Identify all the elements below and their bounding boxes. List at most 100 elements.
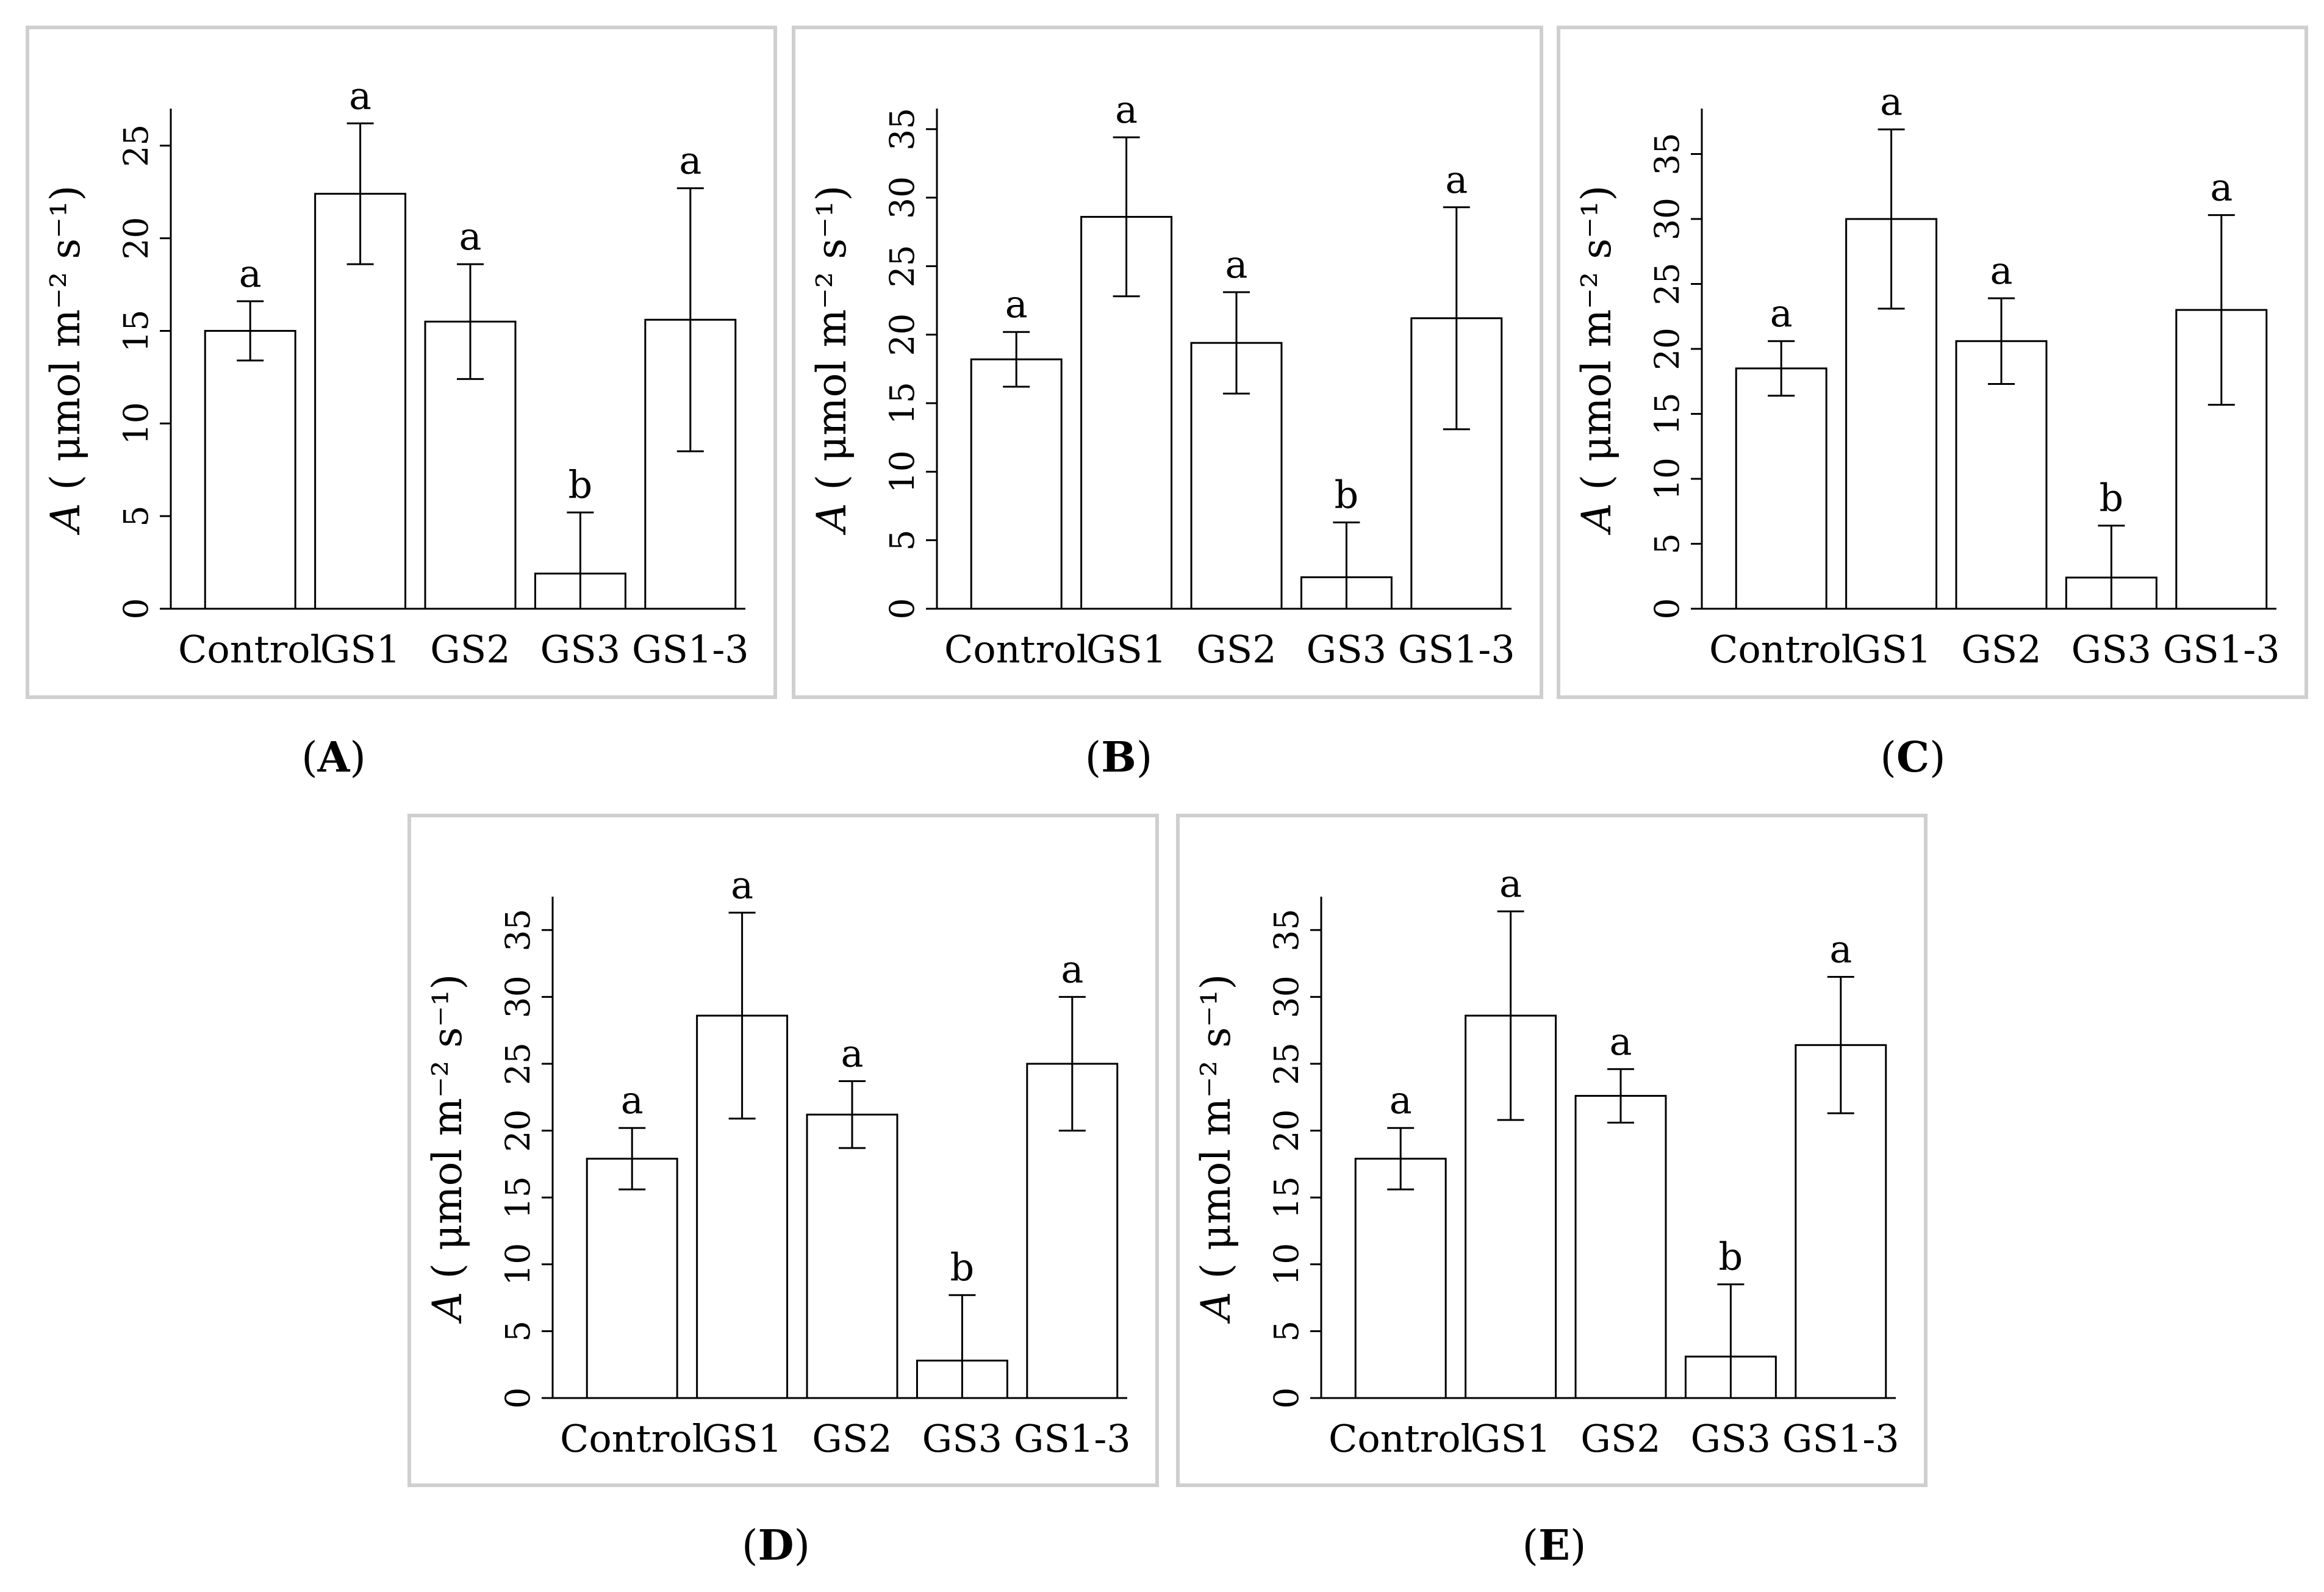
panel-caption-c: (C) xyxy=(1880,733,1946,782)
y-tick-label-e: 5 xyxy=(1267,1321,1306,1342)
significance-letter-b: a xyxy=(1005,282,1028,326)
y-tick-label-e: 15 xyxy=(1267,1176,1306,1219)
y-tick-label-a: 10 xyxy=(117,402,156,445)
significance-letter-e: a xyxy=(1610,1019,1632,1064)
y-axis-symbol: A xyxy=(1192,1279,1239,1325)
significance-letter-c: a xyxy=(1880,79,1903,124)
significance-letter-b: a xyxy=(1115,87,1138,132)
y-tick-label-b: 5 xyxy=(883,529,922,551)
y-axis-unit: ( μmol m⁻² s⁻¹) xyxy=(424,974,471,1279)
y-axis-unit: ( μmol m⁻² s⁻¹) xyxy=(1192,974,1239,1279)
y-axis-unit: ( μmol m⁻² s⁻¹) xyxy=(1573,185,1620,490)
y-tick-label-d: 15 xyxy=(498,1176,537,1219)
category-label-a: GS3 xyxy=(540,627,620,672)
significance-letter-d: a xyxy=(1061,947,1083,991)
bar-d-control xyxy=(586,1158,678,1399)
y-tick-label-d: 25 xyxy=(498,1042,537,1085)
y-tick-label-a: 5 xyxy=(117,506,156,527)
y-tick-label-e: 10 xyxy=(1267,1243,1306,1286)
category-label-b: Control xyxy=(944,627,1088,672)
y-tick-label-e: 35 xyxy=(1267,909,1306,952)
y-tick-label-c: 25 xyxy=(1648,263,1687,306)
category-label-e: GS2 xyxy=(1580,1416,1660,1461)
y-tick-label-e: 30 xyxy=(1267,975,1306,1018)
y-axis-symbol: A xyxy=(42,490,89,536)
y-tick-label-c: 0 xyxy=(1648,598,1687,620)
y-tick-label-c: 35 xyxy=(1648,133,1687,176)
y-tick-label-b: 0 xyxy=(883,598,922,620)
panel-frame-e xyxy=(1176,814,1928,1487)
y-tick-label-e: 20 xyxy=(1267,1110,1306,1152)
y-tick-label-c: 20 xyxy=(1648,328,1687,370)
y-tick-label-c: 10 xyxy=(1648,457,1687,500)
y-tick-label-e: 25 xyxy=(1267,1042,1306,1085)
y-axis-label-b: A ( μmol m⁻² s⁻¹) xyxy=(808,185,855,536)
y-axis-label-c: A ( μmol m⁻² s⁻¹) xyxy=(1573,185,1620,536)
panel-caption-a: (A) xyxy=(301,733,366,782)
y-axis-symbol: A xyxy=(424,1279,471,1325)
y-tick-label-b: 35 xyxy=(883,108,922,151)
bar-e-control xyxy=(1354,1158,1447,1399)
significance-letter-e: a xyxy=(1499,861,1522,906)
category-label-a: Control xyxy=(178,627,322,672)
y-tick-label-d: 5 xyxy=(498,1321,537,1342)
category-label-e: GS1-3 xyxy=(1782,1416,1899,1461)
y-axis-label-d: A ( μmol m⁻² s⁻¹) xyxy=(424,974,471,1324)
bar-e-gs2 xyxy=(1574,1095,1667,1399)
category-label-c: GS3 xyxy=(2071,627,2151,672)
bar-a-control xyxy=(204,329,296,610)
y-tick-label-b: 30 xyxy=(883,176,922,219)
significance-letter-e: a xyxy=(1829,927,1852,972)
y-tick-label-b: 10 xyxy=(883,450,922,493)
significance-letter-d: a xyxy=(731,862,753,907)
significance-letter-e: b xyxy=(1719,1235,1743,1279)
category-label-a: GS1 xyxy=(320,627,400,672)
y-tick-label-e: 0 xyxy=(1267,1388,1306,1409)
significance-letter-b: a xyxy=(1225,242,1248,287)
significance-letter-c: a xyxy=(1990,248,2013,293)
category-label-d: Control xyxy=(560,1416,704,1461)
y-tick-label-d: 35 xyxy=(498,909,537,952)
y-tick-label-b: 25 xyxy=(883,245,922,287)
significance-letter-a: a xyxy=(679,138,701,183)
y-axis-unit: ( μmol m⁻² s⁻¹) xyxy=(42,185,89,490)
category-label-a: GS1-3 xyxy=(632,627,749,672)
significance-letter-c: b xyxy=(2100,476,2124,520)
significance-letter-a: b xyxy=(568,462,593,507)
category-label-b: GS1-3 xyxy=(1398,627,1515,672)
bar-d-gs2 xyxy=(806,1113,898,1399)
panel-frame-c xyxy=(1557,26,2308,699)
category-label-e: Control xyxy=(1329,1416,1472,1461)
bar-c-control xyxy=(1735,367,1827,610)
category-label-c: GS1-3 xyxy=(2163,627,2280,672)
panel-frame-d xyxy=(407,814,1159,1487)
bar-b-control xyxy=(970,358,1063,610)
y-tick-label-b: 20 xyxy=(883,314,922,356)
y-axis-unit: ( μmol m⁻² s⁻¹) xyxy=(808,185,855,490)
category-label-b: GS2 xyxy=(1196,627,1276,672)
y-tick-label-a: 20 xyxy=(117,217,156,260)
y-axis-symbol: A xyxy=(808,490,855,536)
panel-frame-a xyxy=(26,26,777,699)
significance-letter-e: a xyxy=(1390,1078,1412,1122)
y-tick-label-a: 15 xyxy=(117,309,156,352)
category-label-c: GS2 xyxy=(1961,627,2041,672)
y-tick-label-b: 15 xyxy=(883,382,922,425)
significance-letter-a: a xyxy=(239,251,262,296)
y-tick-label-c: 30 xyxy=(1648,198,1687,240)
y-tick-label-a: 0 xyxy=(117,598,156,620)
y-axis-label-e: A ( μmol m⁻² s⁻¹) xyxy=(1192,974,1239,1324)
category-label-e: GS3 xyxy=(1691,1416,1771,1461)
significance-letter-d: a xyxy=(621,1078,644,1122)
significance-letter-d: a xyxy=(841,1031,864,1075)
y-tick-label-a: 25 xyxy=(117,124,156,167)
category-label-d: GS3 xyxy=(922,1416,1002,1461)
category-label-c: GS1 xyxy=(1851,627,1931,672)
y-axis-symbol: A xyxy=(1573,490,1620,536)
category-label-a: GS2 xyxy=(430,627,510,672)
category-label-d: GS2 xyxy=(812,1416,892,1461)
y-tick-label-d: 0 xyxy=(498,1388,537,1409)
panel-caption-d: (D) xyxy=(741,1521,811,1570)
significance-letter-a: a xyxy=(349,73,371,118)
